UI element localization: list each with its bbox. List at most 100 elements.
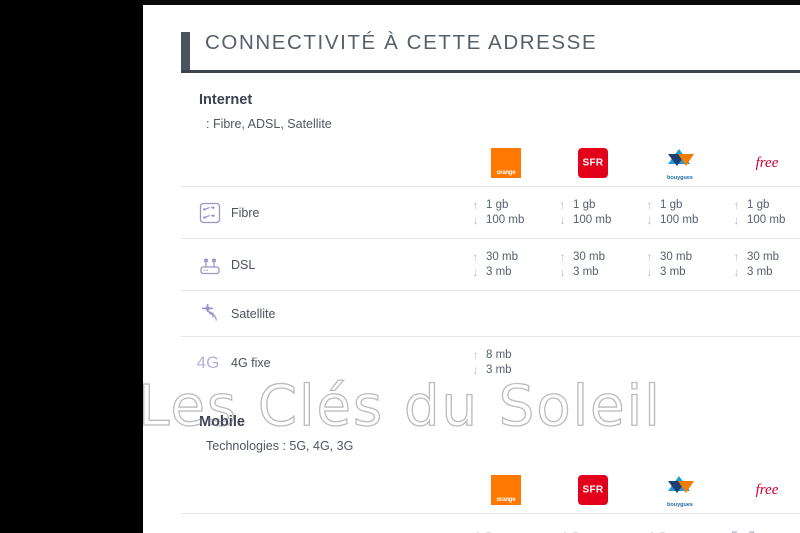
arrow-up-icon: ↑ bbox=[646, 197, 653, 212]
4g-icon: 4G bbox=[196, 352, 220, 372]
internet-heading: Internet bbox=[199, 92, 253, 108]
speed-down: 100 mb bbox=[660, 213, 699, 226]
arrow-up-icon: ↑ bbox=[646, 249, 653, 264]
speed-cell: ↑ 30 mb ↓ 3 mb bbox=[732, 250, 800, 280]
speed-up: 30 mb bbox=[486, 250, 518, 263]
row-divider bbox=[181, 290, 800, 291]
connectivity-panel: CONNECTIVITÉ À CETTE ADRESSE Internet : … bbox=[143, 0, 800, 533]
tech-cell: 4G 4G bbox=[645, 530, 690, 533]
operator-logo-bouygues: bouygues bbox=[641, 140, 719, 186]
row-label: Fibre bbox=[231, 205, 260, 220]
4g-icon: 4G bbox=[558, 530, 582, 533]
speed-up: 1 gb bbox=[747, 198, 770, 211]
table-row: 4G 4G fixe ↑ 8 mb ↓ 3 mb bbox=[143, 337, 800, 388]
arrow-up-icon: ↑ bbox=[559, 197, 566, 212]
row-divider bbox=[181, 513, 800, 514]
row-label: 4G fixe bbox=[231, 355, 271, 370]
speed-down: 3 mb bbox=[573, 265, 599, 278]
speed-cell: ↑ 30 mb ↓ 3 mb bbox=[558, 250, 644, 280]
speed-up: 30 mb bbox=[573, 250, 605, 263]
speed-cell: ↑ 1 gb ↓ 100 mb bbox=[471, 198, 557, 228]
letterbox-left bbox=[0, 0, 143, 533]
satellite-icon bbox=[197, 301, 223, 327]
row-divider bbox=[181, 186, 800, 187]
orange-logo-icon bbox=[491, 475, 521, 505]
title-divider bbox=[181, 70, 800, 73]
tech-cell: 4G 4G bbox=[471, 530, 516, 533]
mobile-subtitle: Technologies : 5G, 4G, 3G bbox=[206, 439, 354, 453]
speed-cell: ↑ 1 gb ↓ 100 mb bbox=[558, 198, 644, 228]
speed-down: 100 mb bbox=[573, 213, 612, 226]
arrow-down-icon: ↓ bbox=[472, 264, 479, 279]
bouygues-logo-icon: bouygues bbox=[663, 473, 697, 508]
operator-logo-sfr bbox=[554, 140, 632, 186]
arrow-up-icon: ↑ bbox=[472, 347, 479, 362]
speed-down: 100 mb bbox=[486, 213, 525, 226]
arrow-down-icon: ↓ bbox=[472, 212, 479, 227]
operator-logo-bouygues: bouygues bbox=[641, 467, 719, 513]
4g-icon: 4G bbox=[471, 530, 495, 533]
arrow-down-icon: ↓ bbox=[733, 264, 740, 279]
row-label: Satellite bbox=[231, 306, 276, 321]
5g-boxed-icon: 5G bbox=[732, 531, 754, 533]
tech-cell: 4G 4G bbox=[558, 530, 603, 533]
arrow-down-icon: ↓ bbox=[733, 212, 740, 227]
arrow-up-icon: ↑ bbox=[472, 249, 479, 264]
arrow-down-icon: ↓ bbox=[472, 362, 479, 377]
speed-cell: ↑ 30 mb ↓ 3 mb bbox=[471, 250, 557, 280]
free-logo-icon: free bbox=[755, 481, 779, 498]
arrow-up-icon: ↑ bbox=[472, 197, 479, 212]
speed-cell: ↑ 1 gb ↓ 100 mb bbox=[645, 198, 731, 228]
row-label: DSL bbox=[231, 257, 256, 272]
arrow-down-icon: ↓ bbox=[559, 212, 566, 227]
row-divider bbox=[181, 336, 800, 337]
internet-operator-logos: bouygues free bbox=[143, 140, 800, 186]
arrow-up-icon: ↑ bbox=[733, 197, 740, 212]
arrow-up-icon: ↑ bbox=[559, 249, 566, 264]
operator-logo-orange bbox=[467, 140, 545, 186]
row-divider bbox=[181, 238, 800, 239]
orange-logo-icon bbox=[491, 148, 521, 178]
title-accent-bar bbox=[181, 32, 190, 70]
speed-up: 30 mb bbox=[660, 250, 692, 263]
speed-cell: ↑ 8 mb ↓ 3 mb bbox=[471, 348, 557, 378]
speed-up: 1 gb bbox=[573, 198, 596, 211]
router-icon bbox=[197, 252, 223, 278]
speed-up: 1 gb bbox=[486, 198, 509, 211]
bouygues-logo-icon: bouygues bbox=[663, 146, 697, 181]
panel-header: CONNECTIVITÉ À CETTE ADRESSE bbox=[143, 18, 800, 73]
speed-down: 3 mb bbox=[486, 265, 512, 278]
arrow-down-icon: ↓ bbox=[646, 264, 653, 279]
speed-up: 1 gb bbox=[660, 198, 683, 211]
operator-logo-free: free bbox=[728, 140, 800, 186]
table-row: Technologie 4G 4G 4G 4G 4G 4G 5G 5G bbox=[143, 514, 800, 533]
mobile-heading: Mobile bbox=[199, 414, 245, 430]
operator-logo-free: free bbox=[728, 467, 800, 513]
operator-logo-orange bbox=[467, 467, 545, 513]
sfr-logo-icon bbox=[578, 148, 608, 178]
letterbox-top bbox=[143, 0, 800, 5]
speed-cell: ↑ 30 mb ↓ 3 mb bbox=[645, 250, 731, 280]
operator-logo-sfr bbox=[554, 467, 632, 513]
speed-down: 100 mb bbox=[747, 213, 786, 226]
internet-section: Internet : Fibre, ADSL, Satellite bbox=[143, 92, 800, 131]
bouygues-logo-label: bouygues bbox=[667, 502, 693, 508]
free-logo-icon: free bbox=[755, 154, 779, 171]
speed-up: 30 mb bbox=[747, 250, 779, 263]
page-title: CONNECTIVITÉ À CETTE ADRESSE bbox=[205, 31, 598, 54]
speed-down: 3 mb bbox=[660, 265, 686, 278]
speed-down: 3 mb bbox=[486, 363, 512, 376]
fiber-icon bbox=[197, 200, 223, 226]
speed-cell: ↑ 1 gb ↓ 100 mb bbox=[732, 198, 800, 228]
mobile-operator-logos: bouygues free bbox=[143, 467, 800, 513]
speed-up: 8 mb bbox=[486, 348, 512, 361]
sfr-logo-icon bbox=[578, 475, 608, 505]
mobile-section: Mobile Technologies : 5G, 4G, 3G bbox=[143, 414, 800, 453]
internet-subtitle: : Fibre, ADSL, Satellite bbox=[206, 117, 332, 131]
arrow-down-icon: ↓ bbox=[559, 264, 566, 279]
bouygues-logo-label: bouygues bbox=[667, 175, 693, 181]
arrow-up-icon: ↑ bbox=[733, 249, 740, 264]
table-row: Satellite bbox=[143, 291, 800, 336]
speed-down: 3 mb bbox=[747, 265, 773, 278]
